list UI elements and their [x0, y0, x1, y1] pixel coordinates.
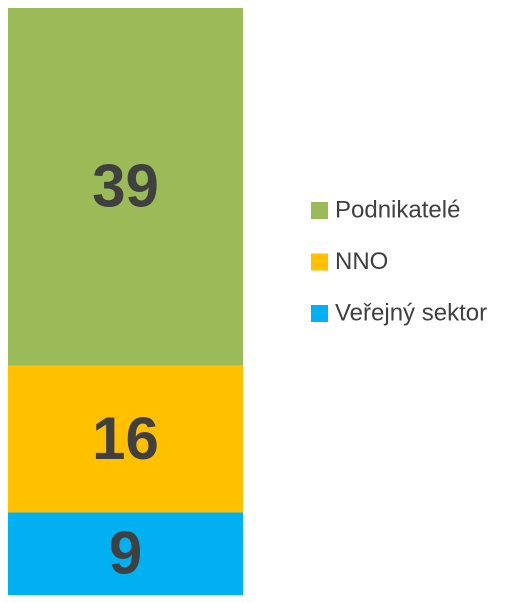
legend-label: Podnikatelé [335, 196, 460, 223]
value-label: 9 [109, 520, 142, 587]
legend-label: Veřejný sektor [335, 299, 487, 326]
legend-label: NNO [335, 248, 388, 275]
legend-swatch [311, 305, 328, 322]
value-label: 16 [92, 405, 159, 472]
value-label: 39 [92, 153, 159, 220]
legend-swatch [311, 253, 328, 271]
bar-segment [8, 365, 243, 513]
bar-segment [8, 512, 243, 595]
bar-segment [8, 8, 243, 366]
legend-swatch [311, 202, 328, 219]
